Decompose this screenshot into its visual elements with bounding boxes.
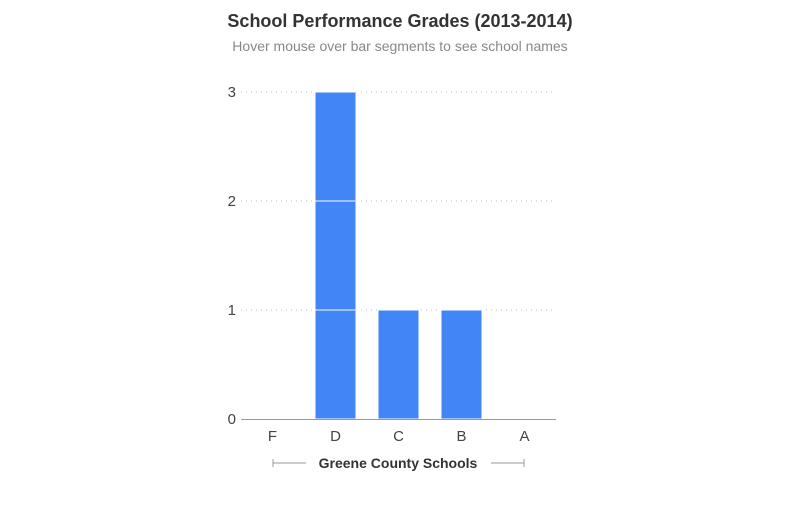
chart-subtitle: Hover mouse over bar segments to see sch…	[232, 38, 567, 54]
chart-title: School Performance Grades (2013-2014)	[227, 11, 572, 31]
y-tick-label: 1	[228, 302, 236, 319]
gridlines	[241, 91, 556, 311]
x-tick-label: A	[519, 428, 529, 445]
x-axis-title: Greene County Schools	[319, 455, 478, 471]
x-tick-label: C	[393, 428, 404, 445]
x-axis-title-group: Greene County Schools	[272, 455, 525, 471]
bars	[314, 91, 483, 420]
y-tick-label: 0	[228, 411, 236, 428]
y-tick-label: 3	[228, 84, 236, 101]
x-tick-label: F	[268, 428, 277, 445]
bar-segment[interactable]	[377, 309, 420, 420]
bar-segment[interactable]	[314, 200, 357, 311]
y-tick-label: 2	[228, 193, 236, 210]
bar-segment[interactable]	[440, 309, 483, 420]
x-tick-label: B	[456, 428, 466, 445]
x-tick-label: D	[330, 428, 341, 445]
y-axis-ticks: 0 1 2 3	[228, 84, 236, 428]
bar-segment[interactable]	[314, 309, 357, 420]
bar-segment[interactable]	[314, 91, 357, 202]
